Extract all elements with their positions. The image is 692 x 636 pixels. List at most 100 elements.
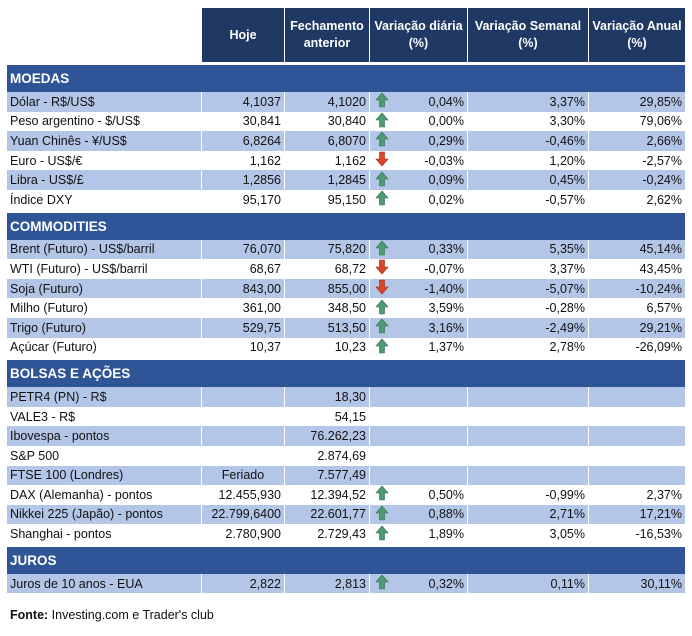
cell-variacao-semanal	[467, 387, 588, 407]
cell-variacao-diaria: 1,37%	[369, 337, 467, 358]
row-label: Yuan Chinês - ¥/US$	[7, 131, 201, 151]
arrow-up-icon	[375, 505, 389, 524]
cell-hoje: 843,00	[201, 278, 284, 299]
row-label: Libra - US$/£	[7, 170, 201, 190]
row-label: Milho (Futuro)	[10, 301, 88, 316]
row-label: Índice DXY	[10, 192, 73, 207]
cell-hoje: 1,2856	[201, 170, 284, 190]
cell-hoje: 6,8264	[201, 131, 284, 151]
row-label: S&P 500	[10, 448, 60, 463]
cell-variacao-diaria: -1,40%	[369, 278, 467, 299]
row-label: Trigo (Futuro)	[7, 317, 201, 338]
cell-variacao-semanal: 3,37%	[467, 259, 588, 279]
cell-variacao-anual: 29,21%	[588, 317, 685, 338]
cell-variacao-semanal	[467, 426, 588, 446]
cell-variacao-anual: 2,66%	[588, 131, 685, 151]
cell-variacao-semanal: 0,45%	[467, 170, 588, 190]
cell-variacao-anual	[588, 465, 685, 486]
section-header: COMMODITIES	[7, 209, 685, 240]
arrow-up-icon	[375, 240, 389, 259]
cell-fechamento: 22.601,77	[284, 504, 369, 525]
table-row: S&P 500 2.874,69	[7, 445, 685, 466]
cell-variacao-anual: -16,53%	[588, 524, 685, 544]
table-row: Ibovespa - pontos 76.262,23	[7, 426, 685, 446]
cell-variacao-anual: 2,62%	[588, 189, 685, 210]
cell-hoje: 12.455,930	[201, 485, 284, 505]
source-note: Fonte: Investing.com e Trader's club	[10, 608, 214, 622]
cell-hoje	[201, 406, 284, 427]
row-label: Brent (Futuro) - US$/barril	[7, 239, 201, 260]
table-row: VALE3 - R$ 54,15	[7, 406, 685, 427]
row-label: VALE3 - R$	[10, 409, 76, 424]
cell-variacao-anual: 17,21%	[588, 504, 685, 525]
table-row: Dólar - R$/US$ 4,1037 4,1020 0,04% 3,37%…	[7, 92, 685, 112]
cell-fechamento: 18,30	[284, 387, 369, 407]
table-row: Peso argentino - $/US$ 30,841 30,840 0,0…	[7, 111, 685, 132]
row-label: Açúcar (Futuro)	[10, 340, 97, 355]
cell-variacao-anual: 30,11%	[588, 573, 685, 594]
row-label: Nikkei 225 (Japão) - pontos	[7, 504, 201, 525]
row-label: Euro - US$/€	[10, 153, 83, 168]
cell-variacao-anual: -26,09%	[588, 337, 685, 358]
cell-fechamento: 10,23	[284, 337, 369, 358]
arrow-down-icon	[375, 279, 389, 298]
cell-fechamento: 2.874,69	[284, 445, 369, 466]
cell-variacao-anual	[588, 426, 685, 446]
cell-variacao-diaria: 3,59%	[369, 298, 467, 318]
source-label: Fonte:	[10, 608, 49, 622]
section-title: JUROS	[7, 543, 685, 574]
variacao-diaria-value: 0,29%	[428, 133, 464, 148]
cell-variacao-diaria: 0,50%	[369, 485, 467, 505]
variacao-diaria-value: 0,09%	[428, 173, 464, 188]
cell-hoje	[201, 387, 284, 407]
arrow-up-icon	[375, 299, 389, 318]
table-row: Soja (Futuro) 843,00 855,00 -1,40% -5,07…	[7, 278, 685, 299]
table-row: Nikkei 225 (Japão) - pontos 22.799,6400 …	[7, 504, 685, 525]
row-label: WTI (Futuro) - US$/barril	[10, 261, 148, 276]
cell-variacao-semanal	[467, 465, 588, 486]
cell-hoje: 95,170	[201, 189, 284, 210]
table-row: FTSE 100 (Londres) Feriado 7.577,49	[7, 465, 685, 486]
cell-variacao-anual: 2,37%	[588, 485, 685, 505]
cell-fechamento: 7.577,49	[284, 465, 369, 486]
variacao-diaria-value: -0,07%	[424, 261, 464, 276]
row-label: Peso argentino - $/US$	[10, 114, 140, 129]
cell-fechamento: 75,820	[284, 239, 369, 260]
row-label: Dólar - R$/US$	[7, 92, 201, 112]
cell-hoje: Feriado	[201, 465, 284, 486]
cell-variacao-diaria: 0,33%	[369, 239, 467, 260]
cell-variacao-semanal	[467, 445, 588, 466]
cell-variacao-semanal: -0,46%	[467, 131, 588, 151]
cell-variacao-anual	[588, 387, 685, 407]
cell-variacao-semanal: 3,05%	[467, 524, 588, 544]
cell-variacao-anual: -2,57%	[588, 150, 685, 171]
section-header: MOEDAS	[7, 62, 685, 92]
variacao-diaria-value: 0,00%	[428, 114, 464, 129]
table-row: Libra - US$/£ 1,2856 1,2845 0,09% 0,45% …	[7, 170, 685, 190]
header-row: Hoje Fechamento anterior Variação diária…	[7, 8, 685, 62]
cell-hoje: 2.780,900	[201, 524, 284, 544]
row-label: Soja (Futuro)	[7, 278, 201, 299]
cell-variacao-anual: -10,24%	[588, 278, 685, 299]
cell-hoje: 76,070	[201, 239, 284, 260]
arrow-down-icon	[375, 259, 389, 278]
table-row: Açúcar (Futuro) 10,37 10,23 1,37% 2,78% …	[7, 337, 685, 358]
arrow-up-icon	[375, 338, 389, 357]
arrow-up-icon	[375, 92, 389, 111]
table-row: Milho (Futuro) 361,00 348,50 3,59% -0,28…	[7, 298, 685, 318]
row-label: DAX (Alemanha) - pontos	[10, 487, 153, 502]
cell-variacao-diaria	[369, 387, 467, 407]
table-row: Yuan Chinês - ¥/US$ 6,8264 6,8070 0,29% …	[7, 131, 685, 151]
cell-fechamento: 12.394,52	[284, 485, 369, 505]
cell-variacao-semanal: 1,20%	[467, 150, 588, 171]
cell-variacao-diaria: 0,29%	[369, 131, 467, 151]
cell-fechamento: 855,00	[284, 278, 369, 299]
cell-fechamento: 95,150	[284, 189, 369, 210]
cell-fechamento: 2,813	[284, 573, 369, 594]
cell-variacao-anual: -0,24%	[588, 170, 685, 190]
cell-variacao-diaria	[369, 406, 467, 427]
cell-variacao-diaria: -0,03%	[369, 150, 467, 171]
cell-hoje: 30,841	[201, 111, 284, 132]
cell-fechamento: 1,2845	[284, 170, 369, 190]
header-variacao-diaria: Variação diária (%)	[369, 8, 467, 62]
